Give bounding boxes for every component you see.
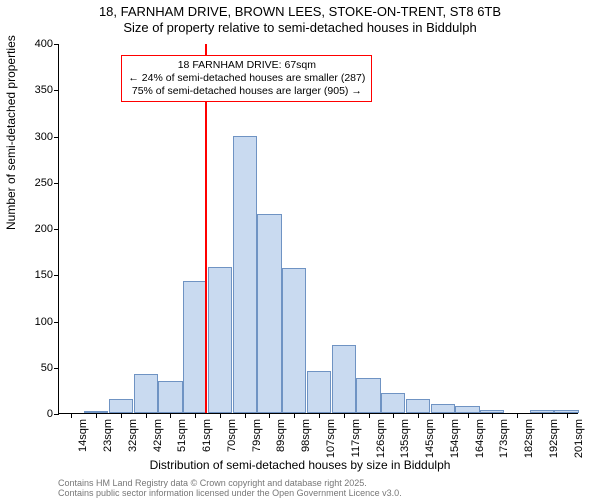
x-tick-mark [542,413,543,418]
x-tick-label: 61sqm [199,419,213,452]
title-line-2: Size of property relative to semi-detach… [0,20,600,36]
x-tick-mark [195,413,196,418]
y-tick-label: 100 [17,316,59,328]
attribution-text: Contains HM Land Registry data © Crown c… [58,478,402,499]
y-tick-mark [54,414,59,415]
histogram-bar [431,404,455,413]
x-tick-label: 98sqm [298,419,312,452]
y-tick-mark [54,137,59,138]
histogram-bar [406,399,430,413]
histogram-bar [233,136,257,414]
x-tick-mark [220,413,221,418]
histogram-bar [183,281,207,413]
y-tick-mark [54,44,59,45]
x-tick-label: 117sqm [348,419,362,457]
y-tick-label: 0 [17,408,59,420]
histogram-bar [282,268,306,413]
x-tick-label: 89sqm [273,419,287,452]
x-tick-mark [294,413,295,418]
x-tick-label: 107sqm [323,419,337,458]
x-tick-label: 135sqm [397,419,411,458]
x-tick-mark [344,413,345,418]
histogram-bar [332,345,356,413]
x-tick-mark [567,413,568,418]
y-tick-mark [54,183,59,184]
histogram-bar [455,406,479,413]
annotation-line: 75% of semi-detached houses are larger (… [128,85,365,98]
x-tick-mark [71,413,72,418]
x-tick-mark [146,413,147,418]
y-tick-label: 200 [17,223,59,235]
x-tick-mark [121,413,122,418]
x-tick-mark [269,413,270,418]
y-tick-label: 300 [17,131,59,143]
y-tick-mark [54,90,59,91]
y-tick-mark [54,229,59,230]
x-tick-label: 32sqm [125,419,139,452]
x-tick-label: 201sqm [571,419,585,458]
x-tick-label: 182sqm [521,419,535,458]
x-tick-label: 70sqm [224,419,238,452]
x-tick-mark [170,413,171,418]
plot-area: 05010015020025030035040014sqm23sqm32sqm4… [58,44,578,414]
x-tick-label: 51sqm [174,419,188,452]
histogram-bar [381,393,405,413]
y-tick-mark [54,322,59,323]
annotation-line: ← 24% of semi-detached houses are smalle… [128,72,365,85]
x-tick-mark [96,413,97,418]
histogram-bar [356,378,380,413]
y-tick-label: 400 [17,38,59,50]
chart-title: 18, FARNHAM DRIVE, BROWN LEES, STOKE-ON-… [0,0,600,37]
y-tick-label: 150 [17,269,59,281]
y-tick-label: 50 [17,362,59,374]
histogram-bar [208,267,232,413]
histogram-bar [158,381,182,413]
y-tick-mark [54,275,59,276]
x-tick-mark [517,413,518,418]
chart-container: { "title": { "line1": "18, FARNHAM DRIVE… [0,0,600,500]
x-tick-label: 23sqm [100,419,114,452]
annotation-line: 18 FARNHAM DRIVE: 67sqm [128,59,365,72]
attribution-line-2: Contains public sector information licen… [58,488,402,498]
x-tick-mark [418,413,419,418]
x-tick-label: 164sqm [472,419,486,458]
x-tick-label: 154sqm [447,419,461,458]
x-tick-label: 14sqm [75,419,89,452]
x-tick-label: 126sqm [373,419,387,458]
x-tick-label: 145sqm [422,419,436,458]
y-tick-mark [54,368,59,369]
x-tick-label: 79sqm [249,419,263,452]
y-tick-label: 250 [17,177,59,189]
x-tick-label: 42sqm [150,419,164,452]
x-tick-label: 192sqm [546,419,560,458]
histogram-bar [307,371,331,413]
attribution-line-1: Contains HM Land Registry data © Crown c… [58,478,402,488]
histogram-bar [257,214,281,413]
x-tick-mark [319,413,320,418]
title-line-1: 18, FARNHAM DRIVE, BROWN LEES, STOKE-ON-… [0,4,600,20]
annotation-box: 18 FARNHAM DRIVE: 67sqm← 24% of semi-det… [121,55,372,102]
y-tick-label: 350 [17,84,59,96]
histogram-bar [109,399,133,413]
x-tick-mark [245,413,246,418]
x-tick-label: 173sqm [496,419,510,458]
x-tick-mark [393,413,394,418]
x-axis-label: Distribution of semi-detached houses by … [0,458,600,472]
x-tick-mark [468,413,469,418]
histogram-bar [134,374,158,413]
y-axis-label: Number of semi-detached properties [4,35,18,230]
x-tick-mark [492,413,493,418]
x-tick-mark [443,413,444,418]
x-tick-mark [369,413,370,418]
